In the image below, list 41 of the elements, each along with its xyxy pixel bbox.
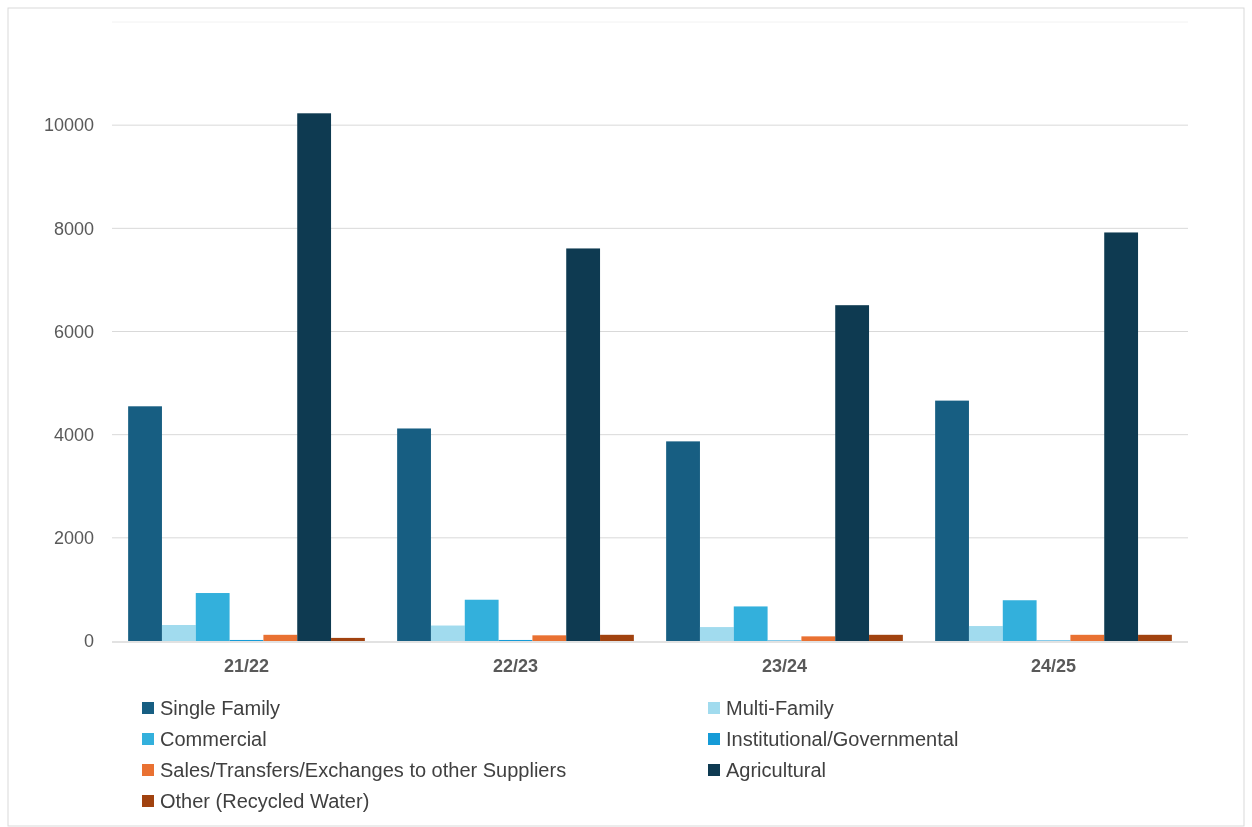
y-tick-label: 6000 — [53, 321, 94, 342]
bar — [1104, 232, 1139, 641]
y-tick-label: 8000 — [53, 218, 94, 239]
y-tick-label: 0 — [83, 631, 94, 652]
legend-label: Agricultural — [726, 759, 827, 781]
legend-label: Other (Recycled Water) — [160, 790, 370, 812]
bar — [600, 634, 634, 641]
x-tick-label: 22/23 — [492, 655, 539, 676]
x-tick-label: 24/25 — [1030, 655, 1077, 676]
bar — [128, 406, 162, 641]
bar — [464, 599, 499, 641]
bar — [1002, 600, 1037, 641]
x-tick-label: 21/22 — [223, 655, 270, 676]
bar — [801, 636, 836, 641]
bar — [566, 248, 601, 641]
y-tick-label: 10000 — [43, 115, 94, 136]
bar — [935, 400, 969, 641]
bar — [869, 634, 903, 641]
bar — [666, 441, 700, 641]
bar — [1138, 634, 1172, 641]
bar — [835, 305, 870, 641]
legend-label: Commercial — [160, 728, 267, 750]
bar — [699, 627, 734, 641]
bar — [430, 625, 465, 641]
bar — [195, 593, 230, 641]
bar — [397, 428, 431, 641]
bar — [733, 606, 768, 641]
legend-label: Multi-Family — [726, 697, 834, 719]
bar — [263, 634, 298, 641]
legend-label: Single Family — [160, 697, 281, 719]
bar — [161, 625, 196, 641]
bar — [532, 635, 567, 641]
legend-label: Sales/Transfers/Exchanges to other Suppliers — [160, 759, 567, 781]
bar — [968, 626, 1003, 641]
bar — [297, 113, 332, 641]
y-tick-label: 4000 — [53, 424, 94, 445]
bar — [331, 637, 365, 641]
x-tick-label: 23/24 — [761, 655, 808, 676]
bar — [1070, 634, 1105, 641]
legend-label: Institutional/Governmental — [726, 728, 959, 750]
y-tick-label: 2000 — [53, 528, 94, 549]
